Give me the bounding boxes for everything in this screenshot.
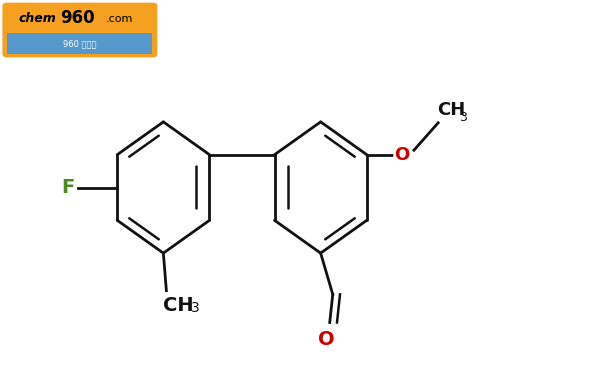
Text: 960: 960 — [60, 9, 95, 27]
Text: O: O — [318, 330, 335, 349]
Text: 3: 3 — [459, 111, 466, 124]
Text: 960 化工网: 960 化工网 — [63, 39, 97, 48]
FancyBboxPatch shape — [2, 3, 157, 57]
Text: .com: .com — [105, 14, 132, 24]
Text: 3: 3 — [191, 301, 199, 315]
Text: chem: chem — [18, 12, 56, 25]
Text: O: O — [394, 146, 410, 164]
Text: CH: CH — [163, 296, 194, 315]
Text: CH: CH — [437, 101, 465, 119]
Text: F: F — [62, 178, 75, 197]
Bar — [7, 33, 152, 54]
